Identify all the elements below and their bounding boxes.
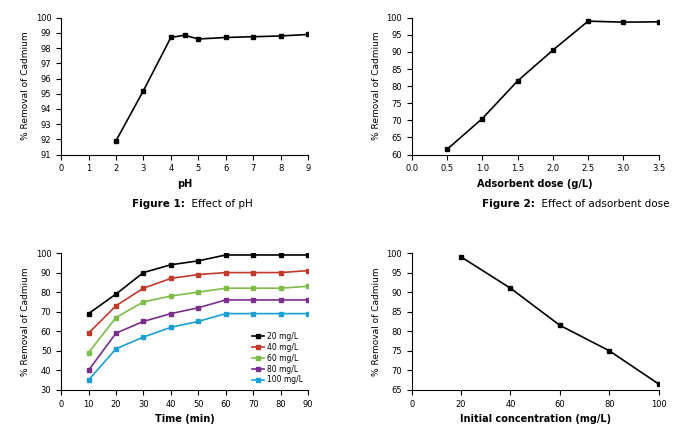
- Y-axis label: % Removal of Cadmium: % Removal of Cadmium: [371, 267, 381, 376]
- 40 mg/L: [194, 272, 202, 277]
- 40 mg/L: [167, 276, 175, 281]
- 60 mg/L: [276, 286, 285, 291]
- 20 mg/L: [84, 311, 92, 316]
- X-axis label: Time (min): Time (min): [155, 414, 215, 424]
- Text: Figure 1:: Figure 1:: [132, 199, 185, 209]
- 60 mg/L: [249, 286, 257, 291]
- Line: 80 mg/L: 80 mg/L: [86, 298, 310, 373]
- 80 mg/L: [276, 297, 285, 303]
- Text: Effect of pH: Effect of pH: [185, 199, 253, 209]
- 80 mg/L: [194, 305, 202, 311]
- 40 mg/L: [84, 330, 92, 336]
- 100 mg/L: [249, 311, 257, 316]
- Line: 20 mg/L: 20 mg/L: [86, 253, 310, 316]
- Text: Figure 2:: Figure 2:: [482, 199, 535, 209]
- 40 mg/L: [304, 268, 312, 273]
- 80 mg/L: [167, 311, 175, 316]
- 60 mg/L: [304, 284, 312, 289]
- 60 mg/L: [221, 286, 230, 291]
- 40 mg/L: [139, 286, 147, 291]
- 100 mg/L: [276, 311, 285, 316]
- Y-axis label: % Removal of Cadmium: % Removal of Cadmium: [21, 32, 30, 140]
- 100 mg/L: [112, 346, 120, 351]
- Y-axis label: % Removal of Cadmium: % Removal of Cadmium: [21, 267, 30, 376]
- 100 mg/L: [139, 334, 147, 340]
- Line: 100 mg/L: 100 mg/L: [86, 311, 310, 382]
- 40 mg/L: [112, 303, 120, 308]
- 80 mg/L: [112, 330, 120, 336]
- Legend: 20 mg/L, 40 mg/L, 60 mg/L, 80 mg/L, 100 mg/L: 20 mg/L, 40 mg/L, 60 mg/L, 80 mg/L, 100 …: [251, 330, 304, 386]
- 80 mg/L: [139, 319, 147, 324]
- 40 mg/L: [221, 270, 230, 275]
- Y-axis label: % Removal of Cadmium: % Removal of Cadmium: [371, 32, 381, 140]
- 80 mg/L: [304, 297, 312, 303]
- 80 mg/L: [221, 297, 230, 303]
- X-axis label: Adsorbent dose (g/L): Adsorbent dose (g/L): [477, 179, 593, 189]
- 20 mg/L: [276, 253, 285, 258]
- X-axis label: pH: pH: [177, 179, 192, 189]
- 100 mg/L: [304, 311, 312, 316]
- Text: Effect of adsorbent dose: Effect of adsorbent dose: [535, 199, 669, 209]
- 60 mg/L: [167, 293, 175, 299]
- 60 mg/L: [112, 315, 120, 320]
- 20 mg/L: [304, 253, 312, 258]
- 40 mg/L: [276, 270, 285, 275]
- 100 mg/L: [84, 377, 92, 383]
- 100 mg/L: [194, 319, 202, 324]
- Line: 40 mg/L: 40 mg/L: [86, 268, 310, 335]
- 20 mg/L: [139, 270, 147, 275]
- 100 mg/L: [221, 311, 230, 316]
- X-axis label: Initial concentration (mg/L): Initial concentration (mg/L): [460, 414, 610, 424]
- 20 mg/L: [249, 253, 257, 258]
- 60 mg/L: [139, 299, 147, 304]
- 20 mg/L: [194, 258, 202, 264]
- 80 mg/L: [249, 297, 257, 303]
- 60 mg/L: [194, 289, 202, 295]
- 20 mg/L: [167, 262, 175, 268]
- 60 mg/L: [84, 350, 92, 355]
- 80 mg/L: [84, 368, 92, 373]
- 100 mg/L: [167, 325, 175, 330]
- 20 mg/L: [112, 291, 120, 297]
- 20 mg/L: [221, 253, 230, 258]
- 40 mg/L: [249, 270, 257, 275]
- Line: 60 mg/L: 60 mg/L: [86, 284, 310, 355]
